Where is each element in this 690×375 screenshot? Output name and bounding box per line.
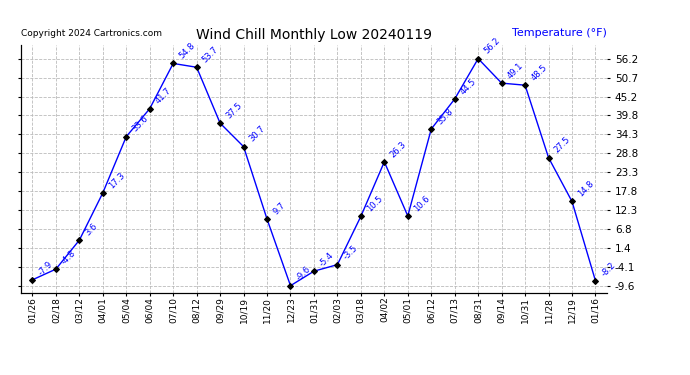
Point <box>308 268 319 274</box>
Point <box>262 216 273 222</box>
Text: 44.5: 44.5 <box>459 77 478 96</box>
Point <box>426 126 437 132</box>
Text: 56.2: 56.2 <box>482 36 502 56</box>
Text: 33.6: 33.6 <box>130 114 150 134</box>
Point <box>50 266 61 272</box>
Point <box>520 82 531 88</box>
Point <box>191 64 202 70</box>
Point <box>449 96 460 102</box>
Text: -9.6: -9.6 <box>295 265 313 283</box>
Text: 3.6: 3.6 <box>83 222 99 237</box>
Text: Copyright 2024 Cartronics.com: Copyright 2024 Cartronics.com <box>21 28 161 38</box>
Point <box>168 60 179 66</box>
Text: 9.7: 9.7 <box>271 201 287 216</box>
Text: 10.5: 10.5 <box>365 194 384 213</box>
Text: -4.8: -4.8 <box>60 249 78 266</box>
Text: 54.8: 54.8 <box>177 41 197 61</box>
Point <box>379 159 390 165</box>
Text: -7.9: -7.9 <box>37 259 55 277</box>
Point <box>473 56 484 62</box>
Text: 41.7: 41.7 <box>154 87 173 106</box>
Text: 35.8: 35.8 <box>435 107 455 126</box>
Text: 10.6: 10.6 <box>412 194 431 213</box>
Point <box>566 198 578 204</box>
Point <box>543 154 554 160</box>
Point <box>402 213 413 219</box>
Point <box>27 277 38 283</box>
Text: 53.7: 53.7 <box>201 45 220 64</box>
Text: 37.5: 37.5 <box>224 101 244 120</box>
Text: 14.8: 14.8 <box>576 179 595 199</box>
Point <box>121 134 132 140</box>
Point <box>215 120 226 126</box>
Text: 49.1: 49.1 <box>506 61 525 80</box>
Text: -5.4: -5.4 <box>318 251 336 268</box>
Text: 27.5: 27.5 <box>553 135 572 155</box>
Point <box>590 278 601 284</box>
Point <box>74 237 85 243</box>
Text: -3.5: -3.5 <box>342 244 359 262</box>
Point <box>238 144 249 150</box>
Point <box>355 213 366 219</box>
Point <box>285 283 296 289</box>
Title: Wind Chill Monthly Low 20240119: Wind Chill Monthly Low 20240119 <box>196 28 432 42</box>
Point <box>332 262 343 268</box>
Text: 26.3: 26.3 <box>388 140 408 159</box>
Text: 30.7: 30.7 <box>248 124 267 144</box>
Text: -8.2: -8.2 <box>600 260 618 278</box>
Text: 48.5: 48.5 <box>529 63 549 82</box>
Point <box>496 80 507 86</box>
Point <box>144 106 155 112</box>
Text: 17.3: 17.3 <box>107 171 126 190</box>
Text: Temperature (°F): Temperature (°F) <box>512 28 607 38</box>
Point <box>97 190 108 196</box>
